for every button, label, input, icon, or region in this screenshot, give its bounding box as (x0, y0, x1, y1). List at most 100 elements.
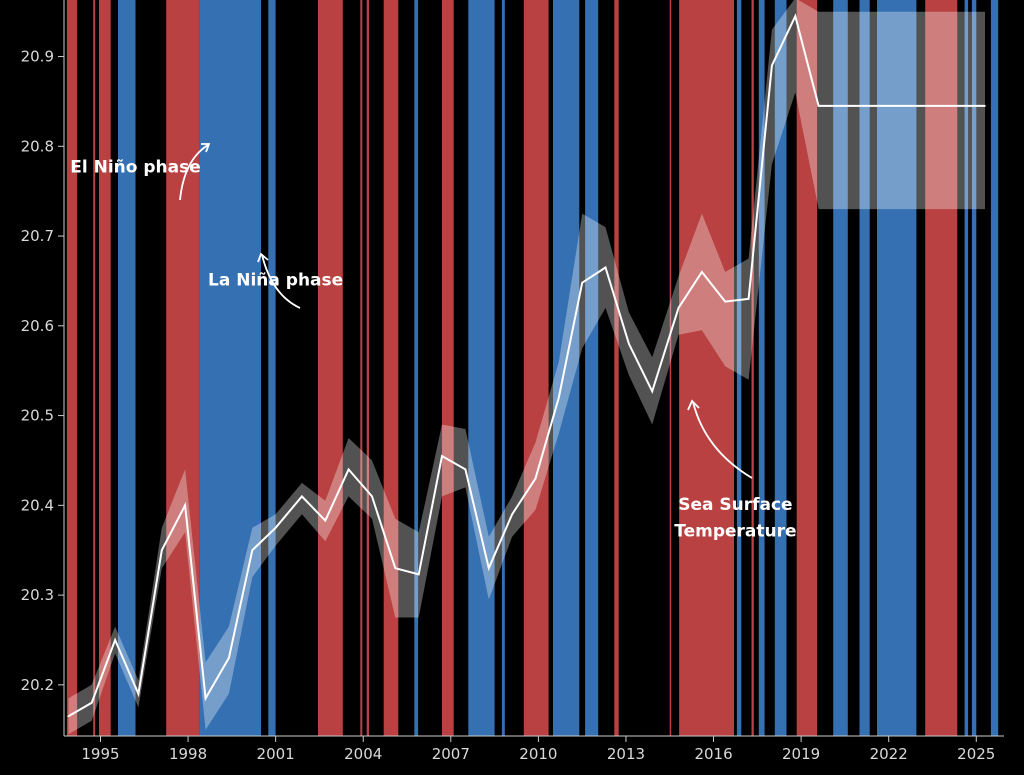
sst-point-26 (677, 307, 680, 309)
x-tick-label-4: 2007 (432, 745, 470, 763)
sst-point-2 (114, 639, 116, 641)
confidence-band (68, 0, 985, 735)
sst-point-7 (228, 657, 230, 659)
el-nino-bar-25 (796, 0, 818, 736)
sst-point-25 (651, 390, 653, 393)
el-nino-bar-10 (383, 0, 399, 736)
la-nina-bar-24 (774, 0, 787, 736)
la-nina-bar-11 (414, 0, 419, 736)
la-nina-bar-30 (964, 0, 969, 736)
annotation-el-nino: El Niño phase (70, 157, 201, 177)
x-tick-label-5: 2010 (519, 745, 557, 763)
x-tick-label-2: 2001 (257, 745, 295, 763)
phase-bars (66, 0, 999, 736)
sst-point-14 (394, 567, 397, 569)
sst-point-35 (887, 105, 890, 107)
sst-point-34 (864, 105, 867, 107)
x-tick-label-9: 2022 (870, 745, 908, 763)
sst-point-13 (371, 495, 373, 498)
sst-point-22 (581, 281, 583, 284)
el-nino-bar-20 (679, 0, 734, 736)
el-nino-bar-22 (751, 0, 754, 736)
arrowhead-la-nina (257, 252, 269, 263)
la-nina-bar-6 (268, 0, 276, 736)
sst-point-20 (534, 477, 537, 480)
sst-line (67, 13, 985, 718)
sst-point-4 (161, 549, 163, 551)
x-tick-label-8: 2019 (782, 745, 820, 763)
annotation-temperature: Temperature (674, 522, 796, 542)
x-tick-label-6: 2013 (607, 745, 645, 763)
sst-point-23 (604, 266, 607, 269)
sst-point-33 (841, 105, 843, 107)
sst-point-8 (251, 549, 254, 551)
annotation-sea-surface: Sea Surface (678, 495, 792, 515)
la-nina-bar-27 (859, 0, 870, 736)
sst-point-28 (724, 300, 726, 303)
y-tick-label-1: 20.3 (21, 586, 54, 604)
sst-point-10 (301, 495, 303, 498)
arrow-la-nina (261, 254, 301, 309)
la-nina-bar-17 (585, 0, 599, 736)
el-nino-bar-18 (614, 0, 619, 736)
x-tick-label-3: 2004 (344, 745, 382, 763)
sst-point-18 (488, 567, 490, 569)
sst-point-9 (274, 527, 277, 529)
el-nino-bar-2 (99, 0, 111, 736)
la-nina-bar-23 (758, 0, 765, 736)
arrow-el-nino (179, 144, 209, 201)
la-nina-bar-26 (833, 0, 848, 736)
sst-point-21 (558, 396, 560, 399)
sst-point-11 (324, 519, 327, 522)
sst-point-29 (747, 298, 750, 300)
y-tick-label-6: 20.8 (21, 137, 54, 155)
y-tick-label-2: 20.4 (21, 496, 54, 514)
annotations: El Niño phase La Niña phase Sea Surface … (70, 157, 796, 541)
arrowhead-el-nino (201, 143, 211, 153)
el-nino-bar-9 (366, 0, 369, 736)
el-nino-bar-19 (669, 0, 672, 736)
y-tick-label-4: 20.6 (21, 317, 54, 335)
sst-point-16 (441, 455, 443, 457)
la-nina-bar-5 (199, 0, 261, 736)
x-tick-label-7: 2016 (694, 745, 732, 763)
la-nina-bar-32 (990, 0, 999, 736)
sst-point-39 (984, 105, 986, 107)
sst-point-30 (771, 64, 773, 67)
el-nino-bar-0 (66, 0, 78, 736)
el-nino-bar-12 (442, 0, 454, 736)
el-nino-bar-8 (360, 0, 363, 736)
sst-point-38 (958, 105, 960, 107)
y-tick-label-7: 20.9 (21, 48, 54, 66)
annotation-la-nina: La Niña phase (208, 270, 343, 290)
y-tick-label-3: 20.5 (21, 407, 54, 425)
sst-point-15 (417, 573, 420, 576)
x-tick-label-0: 1995 (81, 745, 119, 763)
annotation-arrows (179, 143, 753, 479)
la-nina-bar-13 (468, 0, 495, 736)
el-nino-bar-4 (166, 0, 200, 736)
arrowhead-sst (687, 399, 700, 411)
sst-point-36 (911, 105, 913, 107)
sst-point-17 (464, 468, 467, 471)
sst-point-0 (67, 715, 70, 718)
sst-point-1 (90, 702, 93, 704)
x-tick-label-1: 1998 (169, 745, 207, 763)
la-nina-bar-3 (118, 0, 136, 736)
sst-point-3 (137, 693, 140, 695)
la-nina-bar-21 (736, 0, 742, 736)
axes: 20.2 20.3 20.4 20.5 20.6 20.7 20.8 20.9 1995 1998… (21, 0, 1004, 763)
la-nina-bar-16 (553, 0, 580, 736)
el-nino-bar-1 (93, 0, 96, 736)
sst-point-19 (511, 513, 513, 516)
sst-point-37 (934, 105, 937, 107)
arrow-sst (692, 401, 753, 479)
el-nino-bar-29 (925, 0, 958, 736)
sst-point-6 (204, 697, 207, 700)
x-tick-label-10: 2025 (957, 745, 995, 763)
la-nina-bar-28 (877, 0, 917, 736)
la-nina-bar-14 (501, 0, 505, 736)
el-nino-bar-15 (523, 0, 549, 736)
sst-point-32 (817, 105, 820, 107)
